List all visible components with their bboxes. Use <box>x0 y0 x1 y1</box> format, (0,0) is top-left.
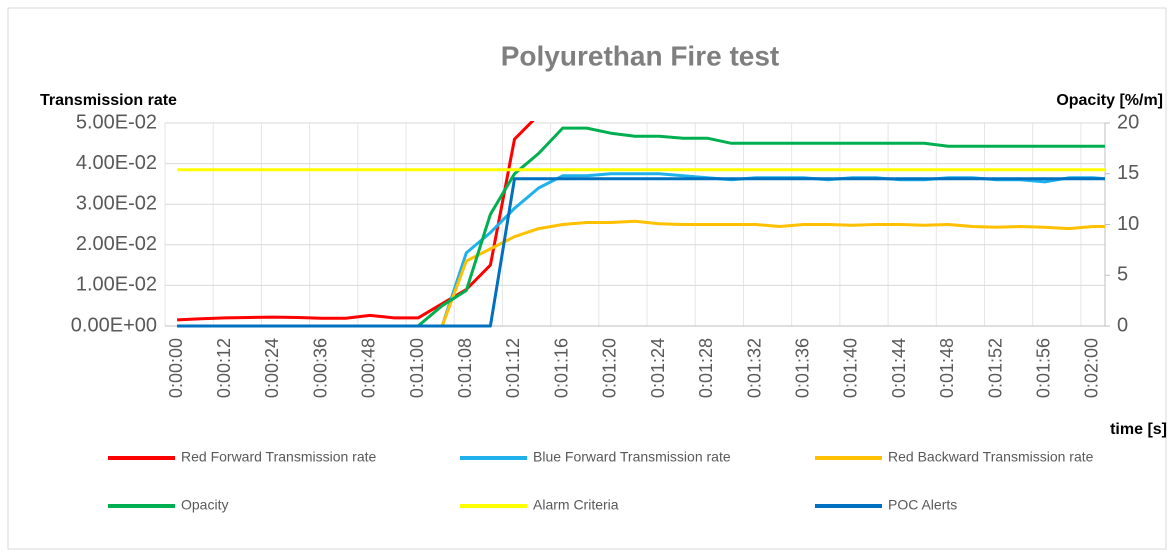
y-tick-label: 0.00E+00 <box>71 314 157 336</box>
x-tick-label: 0:00:48 <box>359 338 379 398</box>
legend-label: Red Forward Transmission rate <box>181 449 377 465</box>
x-tick-label: 0:00:36 <box>310 338 330 398</box>
y2-tick-label: 15 <box>1117 162 1139 184</box>
legend-label: Blue Forward Transmission rate <box>533 449 731 465</box>
y2-tick-label: 0 <box>1117 314 1128 336</box>
legend-label: Red Backward Transmission rate <box>888 449 1094 465</box>
y-axis-title: Transmission rate <box>40 92 177 109</box>
chart-frame <box>7 7 1167 550</box>
x-tick-label: 0:01:28 <box>696 338 716 398</box>
legend-label: Alarm Criteria <box>533 497 619 513</box>
x-tick-label: 0:01:44 <box>889 338 909 398</box>
x-tick-label: 0:01:48 <box>937 338 957 398</box>
y-tick-label: 3.00E-02 <box>76 192 157 214</box>
y-tick-label: 1.00E-02 <box>76 274 157 296</box>
y-tick-label: 4.00E-02 <box>76 152 157 174</box>
x-tick-label: 0:01:16 <box>551 338 571 398</box>
x-tick-label: 0:00:12 <box>214 338 234 398</box>
y2-tick-label: 20 <box>1117 111 1139 133</box>
x-tick-label: 0:00:00 <box>166 338 186 398</box>
x-tick-label: 0:01:00 <box>407 338 427 398</box>
x-tick-label: 0:01:40 <box>841 338 861 398</box>
x-tick-label: 0:01:08 <box>455 338 475 398</box>
legend-label: Opacity <box>181 497 228 513</box>
x-axis-title: time [s] <box>1110 421 1167 438</box>
x-tick-label: 0:01:32 <box>744 338 764 398</box>
x-tick-label: 0:00:24 <box>262 338 282 398</box>
y2-axis-title: Opacity [%/m] <box>1056 92 1163 109</box>
x-tick-label: 0:01:12 <box>503 338 523 398</box>
x-tick-label: 0:01:24 <box>648 338 668 398</box>
y-tick-label: 2.00E-02 <box>76 233 157 255</box>
x-tick-label: 0:01:56 <box>1033 338 1053 398</box>
series-line <box>177 121 535 322</box>
x-tick-label: 0:01:20 <box>600 338 620 398</box>
y2-tick-label: 5 <box>1117 264 1128 286</box>
x-tick-label: 0:01:52 <box>985 338 1005 398</box>
x-tick-label: 0:01:36 <box>792 338 812 398</box>
x-tick-label: 0:02:00 <box>1082 338 1102 398</box>
chart-title: Polyurethan Fire test <box>501 40 780 71</box>
series-line <box>177 177 1105 328</box>
plot <box>177 121 1105 328</box>
y2-tick-label: 10 <box>1117 213 1139 235</box>
legend-label: POC Alerts <box>888 497 957 513</box>
y-tick-label: 5.00E-02 <box>76 111 157 133</box>
